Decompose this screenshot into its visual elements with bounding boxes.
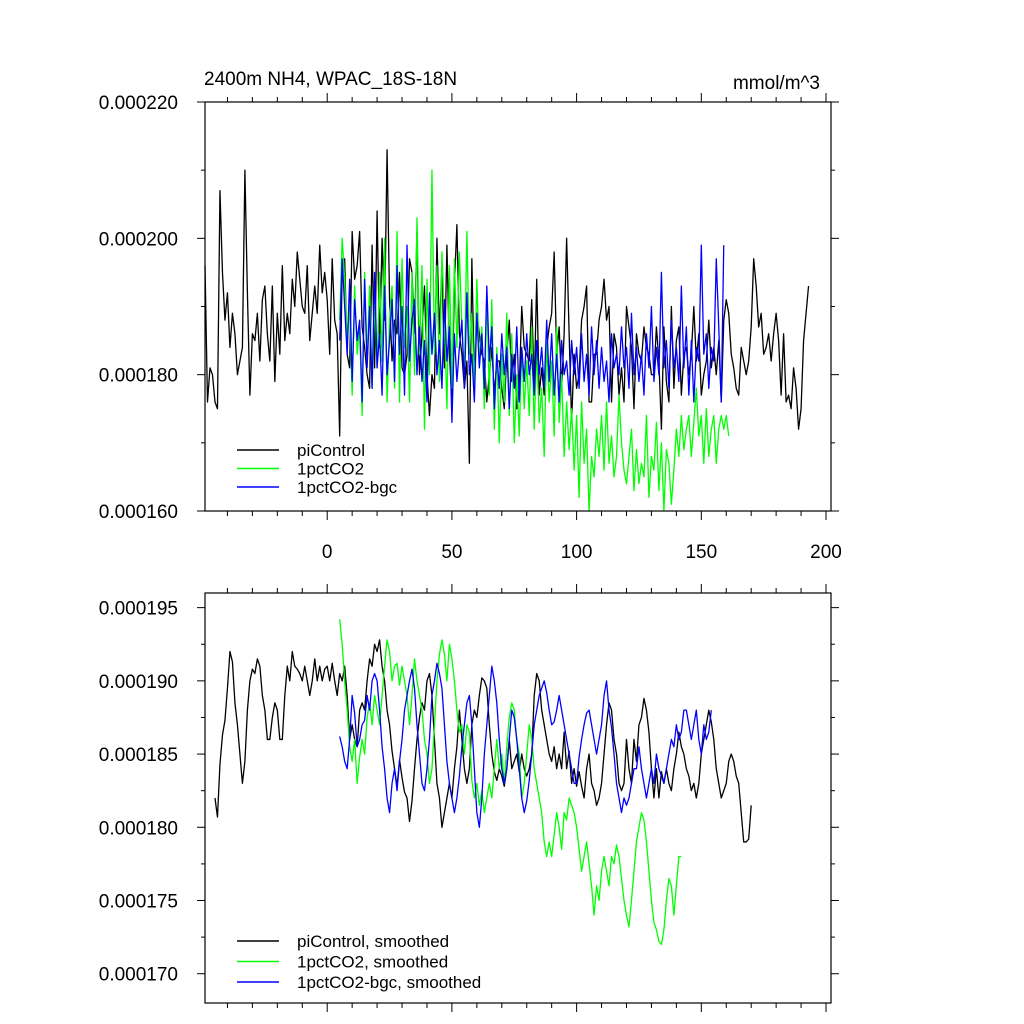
y-tick-label: 0.000180 xyxy=(99,366,178,387)
plot-lines xyxy=(214,619,752,946)
legend-label: 1pctCO2, smoothed xyxy=(297,953,448,972)
series-line-1 xyxy=(339,619,682,946)
x-tick-label: 150 xyxy=(685,542,717,563)
legend-label: piControl xyxy=(297,441,365,460)
plot-frame xyxy=(204,101,832,512)
x-tick-label: 200 xyxy=(810,542,842,563)
tick-labels: 0.000170 0.000175 0.000180 0.000185 0.000190… xyxy=(99,599,178,986)
tick-marks xyxy=(197,93,839,520)
x-tick-label: 100 xyxy=(561,542,593,563)
legend: piControl, smoothed 1pctCO2, smoothed1pct… xyxy=(237,932,481,992)
y-tick-label: 0.000170 xyxy=(99,965,178,986)
legend-label: 1pctCO2-bgc, smoothed xyxy=(297,973,481,992)
x-tick-label: 0 xyxy=(322,542,333,563)
x-tick-label: 50 xyxy=(441,542,462,563)
tick-labels: 0 50 100 150 200 0.000160 0.000180 0.000200 0.00… xyxy=(99,93,842,563)
series-line-2 xyxy=(339,662,712,828)
y-tick-label: 0.000160 xyxy=(99,502,178,523)
units-label: mmol/m^3 xyxy=(733,73,820,94)
y-tick-label: 0.000190 xyxy=(99,672,178,693)
y-tick-label: 0.000180 xyxy=(99,818,178,839)
y-tick-label: 0.000175 xyxy=(99,892,178,913)
y-tick-label: 0.000195 xyxy=(99,599,178,620)
series-line-2 xyxy=(339,244,725,424)
series-line-0 xyxy=(214,639,752,843)
legend-label: 1pctCO2 xyxy=(297,460,364,479)
tick-marks xyxy=(197,584,839,1012)
top-panel: 2400m NH4, WPAC_18S-18N mmol/m^3 0 50 100 1… xyxy=(99,69,842,563)
plot-frame xyxy=(204,592,832,1004)
legend-label: 1pctCO2-bgc xyxy=(297,478,398,497)
y-tick-label: 0.000185 xyxy=(99,745,178,766)
legend-label: piControl, smoothed xyxy=(297,932,449,951)
bottom-panel: 0.000170 0.000175 0.000180 0.000185 0.000190… xyxy=(99,584,839,1012)
y-tick-label: 0.000200 xyxy=(99,229,178,250)
chart-title: 2400m NH4, WPAC_18S-18N xyxy=(204,69,457,90)
plot-lines xyxy=(204,149,810,512)
y-tick-label: 0.000220 xyxy=(99,93,178,114)
